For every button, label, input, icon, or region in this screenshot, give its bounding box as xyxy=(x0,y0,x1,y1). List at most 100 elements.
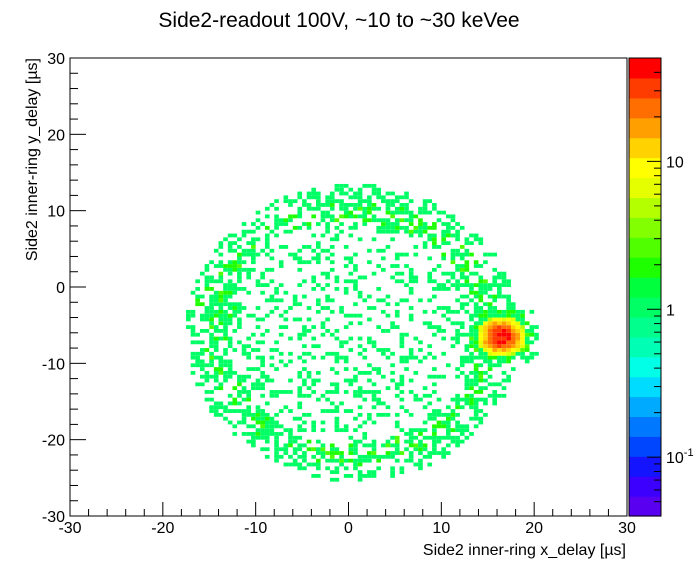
histogram-bins xyxy=(186,183,539,482)
histogram-bin xyxy=(334,279,340,284)
histogram-bin xyxy=(376,367,381,371)
x-tick-label: 10 xyxy=(432,520,450,537)
histogram-bin xyxy=(399,382,405,387)
histogram-bin xyxy=(190,313,196,318)
histogram-bin xyxy=(473,283,479,287)
histogram-bin xyxy=(292,435,298,440)
histogram-bin xyxy=(195,382,200,387)
histogram-bin xyxy=(464,374,470,379)
histogram-bin xyxy=(227,287,233,291)
histogram-bin xyxy=(306,386,312,391)
histogram-bin xyxy=(487,359,493,364)
histogram-bin xyxy=(306,317,312,322)
histogram-bin xyxy=(302,378,307,383)
histogram-bin xyxy=(213,336,219,341)
histogram-bin xyxy=(469,355,474,360)
histogram-bin xyxy=(450,336,456,341)
histogram-bin xyxy=(227,279,233,284)
histogram-bin xyxy=(455,435,460,440)
histogram-bin xyxy=(199,374,205,379)
histogram-bin xyxy=(241,267,247,272)
histogram-bin xyxy=(478,313,484,318)
histogram-bin xyxy=(524,328,530,333)
histogram-bin xyxy=(380,298,386,303)
histogram-bin xyxy=(445,424,451,429)
histogram-bin xyxy=(269,355,275,360)
histogram-bin xyxy=(339,229,344,234)
histogram-bin xyxy=(320,287,326,291)
histogram-bin xyxy=(302,203,307,207)
histogram-bin xyxy=(483,401,488,406)
histogram-bin xyxy=(385,355,391,360)
histogram-bin xyxy=(320,420,326,425)
histogram-bin xyxy=(367,248,372,253)
histogram-bin xyxy=(260,374,265,379)
histogram-bin xyxy=(357,424,363,429)
histogram-bin xyxy=(362,458,368,463)
histogram-bin xyxy=(497,275,502,280)
histogram-bin xyxy=(483,317,488,322)
histogram-bin xyxy=(223,264,228,268)
histogram-bin xyxy=(302,458,307,463)
histogram-bin xyxy=(464,359,470,364)
histogram-bin xyxy=(441,241,446,246)
histogram-bin xyxy=(418,222,423,226)
histogram-bin xyxy=(478,290,484,295)
histogram-bin xyxy=(353,313,358,318)
histogram-bin xyxy=(390,325,395,329)
histogram-bin xyxy=(492,313,498,318)
histogram-bin xyxy=(367,306,372,310)
histogram-bin xyxy=(343,409,349,413)
histogram-bin xyxy=(492,344,498,349)
histogram-bin xyxy=(204,267,210,272)
histogram-bin xyxy=(255,317,261,322)
color-scale-frame xyxy=(628,57,662,517)
histogram-bin xyxy=(367,340,372,345)
histogram-bin xyxy=(510,355,516,360)
histogram-bin xyxy=(483,332,488,337)
histogram-bin xyxy=(399,271,405,276)
histogram-bin xyxy=(445,443,451,448)
histogram-bin xyxy=(376,218,381,223)
histogram-bin xyxy=(459,321,465,326)
histogram-bin xyxy=(195,287,200,291)
histogram-bin xyxy=(190,355,196,360)
histogram-bin xyxy=(492,351,498,356)
histogram-bin xyxy=(436,424,442,429)
histogram-bin xyxy=(367,454,372,459)
histogram-bin xyxy=(357,386,363,391)
histogram-bin xyxy=(487,363,493,368)
histogram-bin xyxy=(367,294,372,299)
x-tick-label: -20 xyxy=(151,520,174,537)
histogram-bin xyxy=(436,283,442,287)
histogram-bin xyxy=(408,439,414,444)
histogram-bin xyxy=(260,412,265,417)
histogram-bin xyxy=(390,363,395,368)
histogram-bin xyxy=(510,309,516,314)
histogram-bin xyxy=(441,287,446,291)
histogram-bin xyxy=(422,355,428,360)
histogram-bin xyxy=(213,412,219,417)
histogram-bin xyxy=(408,271,414,276)
histogram-bin xyxy=(445,271,451,276)
histogram-bin xyxy=(223,351,228,356)
histogram-bin xyxy=(362,435,368,440)
histogram-bin xyxy=(255,237,261,242)
histogram-bin xyxy=(218,306,224,310)
histogram-bin xyxy=(334,386,340,391)
histogram-bin xyxy=(283,443,289,448)
histogram-bin xyxy=(325,390,330,394)
histogram-bin xyxy=(459,302,465,307)
histogram-bin xyxy=(218,264,224,268)
histogram-bin xyxy=(506,306,511,310)
histogram-bin xyxy=(427,237,433,242)
histogram-bin xyxy=(473,355,479,360)
histogram-bin xyxy=(510,351,516,356)
histogram-bin xyxy=(288,409,293,413)
histogram-bin xyxy=(320,271,326,276)
histogram-bin xyxy=(376,454,381,459)
histogram-bin xyxy=(325,229,330,234)
histogram-bin xyxy=(274,393,279,398)
histogram-bin xyxy=(311,382,317,387)
histogram-bin xyxy=(209,287,214,291)
